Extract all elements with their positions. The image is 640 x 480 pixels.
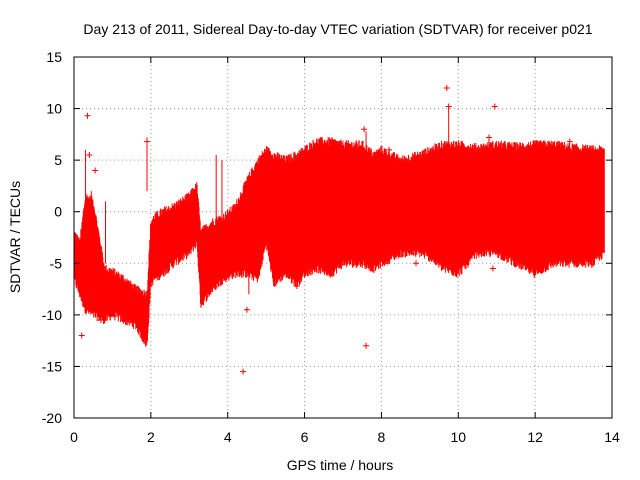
data-point bbox=[363, 342, 370, 349]
data-point bbox=[84, 112, 91, 119]
plot-frame bbox=[73, 56, 613, 419]
y-tick-label: 5 bbox=[54, 152, 62, 168]
y-tick-label: 10 bbox=[46, 101, 62, 117]
y-tick-label: -20 bbox=[42, 410, 62, 426]
data-band-series bbox=[73, 106, 605, 347]
x-tick-label: 10 bbox=[450, 429, 466, 445]
y-tick-label: -15 bbox=[42, 358, 62, 374]
data-point bbox=[86, 151, 93, 158]
data-point bbox=[489, 265, 496, 272]
isolated-points-series bbox=[78, 84, 592, 375]
y-tick-label: -10 bbox=[42, 307, 62, 323]
data-point bbox=[566, 138, 573, 145]
y-tick-label: 0 bbox=[54, 204, 62, 220]
data-point bbox=[491, 103, 498, 110]
data-point bbox=[240, 368, 247, 375]
data-point bbox=[386, 146, 393, 153]
plot-border bbox=[73, 56, 613, 419]
data-point bbox=[413, 260, 420, 267]
y-tick-label: -5 bbox=[50, 255, 63, 271]
x-tick-label: 2 bbox=[147, 429, 155, 445]
data-point bbox=[443, 84, 450, 91]
data-point bbox=[486, 134, 493, 141]
chart-title: Day 213 of 2011, Sidereal Day-to-day VTE… bbox=[83, 21, 592, 37]
data-point bbox=[144, 138, 151, 145]
x-axis-label: GPS time / hours bbox=[287, 457, 394, 473]
axis-ticks: 0 2 4 6 8 10 12 14 -20 -15 -10 -5 0 5 10 15 bbox=[42, 49, 620, 445]
data-point bbox=[516, 255, 523, 262]
x-tick-label: 12 bbox=[527, 429, 543, 445]
data-point bbox=[92, 167, 99, 174]
data-point bbox=[445, 103, 452, 110]
data-point bbox=[585, 258, 592, 265]
data-point bbox=[78, 332, 85, 339]
data-point bbox=[361, 126, 368, 133]
x-tick-label: 6 bbox=[301, 429, 309, 445]
x-tick-label: 14 bbox=[604, 429, 620, 445]
data-point bbox=[243, 306, 250, 313]
x-tick-label: 4 bbox=[224, 429, 232, 445]
x-tick-label: 8 bbox=[378, 429, 386, 445]
x-tick-label: 0 bbox=[70, 429, 78, 445]
y-axis-label: SDTVAR / TECUs bbox=[7, 181, 23, 293]
data-point bbox=[293, 282, 300, 289]
data-point bbox=[97, 317, 104, 324]
y-tick-label: 15 bbox=[46, 49, 62, 65]
